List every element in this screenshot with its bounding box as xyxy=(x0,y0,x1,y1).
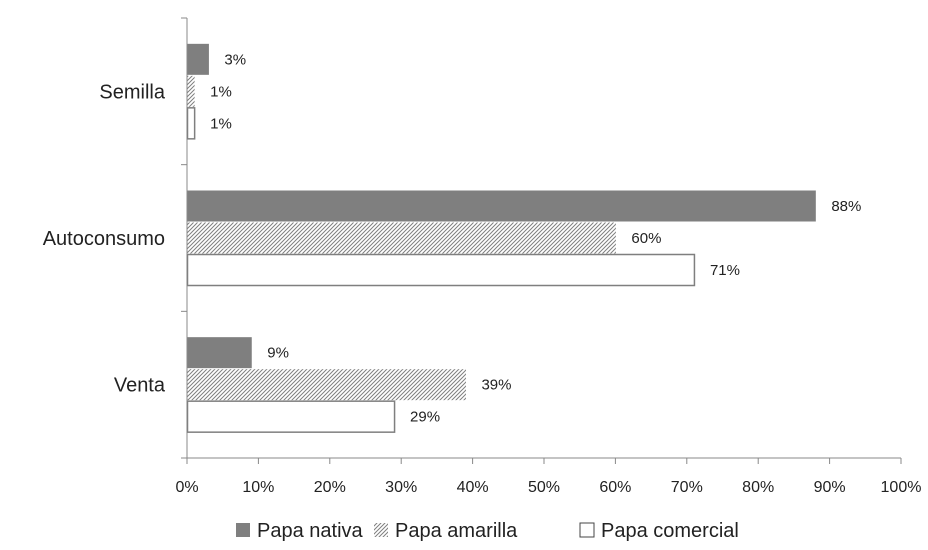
bar-papa-comercial xyxy=(186,107,196,140)
legend-label: Papa amarilla xyxy=(395,520,518,542)
x-tick-label: 30% xyxy=(385,479,417,496)
bar-papa-amarilla xyxy=(187,222,616,254)
data-label: 39% xyxy=(481,377,511,394)
legend-label: Papa nativa xyxy=(257,520,364,542)
data-label: 60% xyxy=(631,230,661,247)
category-label: Autoconsumo xyxy=(43,228,165,250)
axes: 0% 10% 20% 30% 40% 50% 60% 70% 80% 90% 100% xyxy=(175,17,922,496)
data-label: 29% xyxy=(410,409,440,426)
bars xyxy=(186,43,816,433)
x-tick-label: 10% xyxy=(242,479,274,496)
legend-swatch xyxy=(579,522,595,538)
legend-swatch xyxy=(374,523,388,537)
x-tick-label: 20% xyxy=(314,479,346,496)
x-tick-label: 50% xyxy=(528,479,560,496)
category-label: Semilla xyxy=(99,81,165,103)
legend-label: Papa comercial xyxy=(601,520,739,542)
data-label: 1% xyxy=(210,115,232,132)
legend-swatch xyxy=(236,523,250,537)
data-label: 3% xyxy=(224,51,246,68)
category-label: Venta xyxy=(114,375,166,397)
data-label: 88% xyxy=(831,198,861,215)
bar-papa-comercial xyxy=(186,253,696,287)
x-tick-label: 70% xyxy=(671,479,703,496)
x-tick-label: 90% xyxy=(814,479,846,496)
x-tick-label: 80% xyxy=(742,479,774,496)
x-tick-label: 0% xyxy=(175,479,198,496)
bar-papa-nativa xyxy=(187,190,816,222)
bar-papa-amarilla xyxy=(187,75,195,107)
data-label: 1% xyxy=(210,83,232,100)
x-tick-label: 60% xyxy=(599,479,631,496)
bar-papa-comercial xyxy=(186,400,396,433)
data-label: 9% xyxy=(267,345,289,362)
legend: Papa nativa Papa amarilla Papa comercial xyxy=(236,520,739,542)
x-tick-label: 40% xyxy=(457,479,489,496)
bar-papa-nativa xyxy=(187,337,252,369)
bar-papa-nativa xyxy=(187,43,209,75)
labels: Semilla 3% 1% 1% Autoconsumo 88% 60% 71% Venta 9%… xyxy=(43,51,862,425)
bar-papa-amarilla xyxy=(187,369,466,401)
data-label: 71% xyxy=(710,262,740,279)
x-tick-label: 100% xyxy=(881,479,922,496)
